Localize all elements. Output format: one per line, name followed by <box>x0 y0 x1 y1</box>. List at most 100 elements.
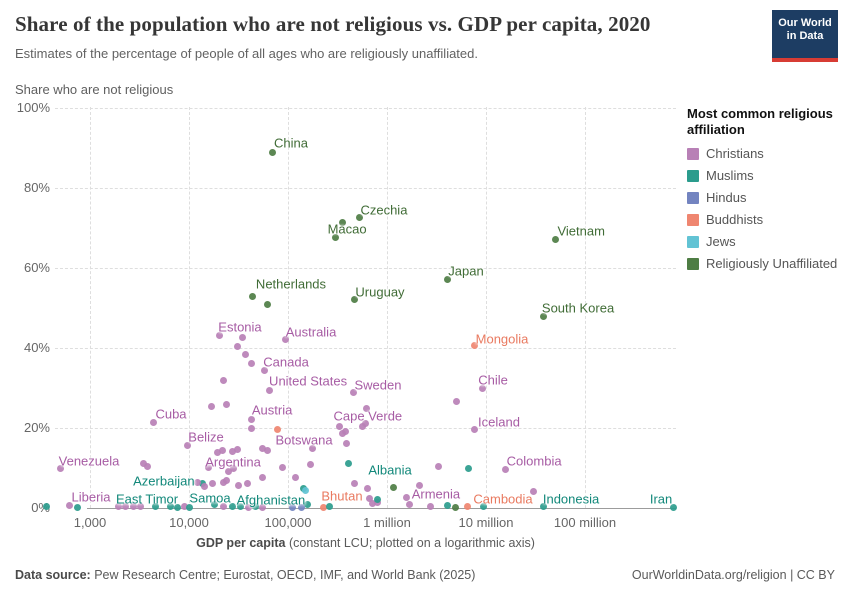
data-point[interactable] <box>207 402 215 410</box>
data-point[interactable] <box>326 502 334 510</box>
data-point[interactable] <box>301 486 309 494</box>
data-point[interactable] <box>208 479 216 487</box>
data-point[interactable] <box>215 332 223 340</box>
legend-item-buddhists[interactable]: Buddhists <box>687 212 845 227</box>
data-point-belize[interactable] <box>184 441 192 449</box>
data-point[interactable] <box>73 503 81 511</box>
data-point-venezuela[interactable] <box>56 464 64 472</box>
data-point-netherlands[interactable] <box>249 292 257 300</box>
data-point[interactable] <box>274 425 282 433</box>
data-point-chile[interactable] <box>478 384 486 392</box>
data-point[interactable] <box>204 463 212 471</box>
data-point[interactable] <box>363 404 371 412</box>
data-point[interactable] <box>181 502 189 510</box>
data-point-czechia[interactable] <box>356 214 364 222</box>
data-point-mongolia[interactable] <box>470 342 478 350</box>
data-point-colombia[interactable] <box>501 465 509 473</box>
data-point[interactable] <box>258 473 266 481</box>
data-point[interactable] <box>289 503 297 511</box>
data-point[interactable] <box>218 446 226 454</box>
data-point-bhutan[interactable] <box>320 503 328 511</box>
data-point[interactable] <box>233 342 241 350</box>
data-point[interactable] <box>228 502 236 510</box>
data-point[interactable] <box>339 429 347 437</box>
data-point[interactable] <box>374 495 382 503</box>
data-point[interactable] <box>219 478 227 486</box>
data-point[interactable] <box>42 502 50 510</box>
data-point[interactable] <box>251 502 259 510</box>
data-point[interactable] <box>351 479 359 487</box>
legend-item-unaffiliated[interactable]: Religiously Unaffiliated <box>687 256 845 271</box>
data-point[interactable] <box>122 503 130 511</box>
data-point-east-timor[interactable] <box>151 502 159 510</box>
data-point-australia[interactable] <box>281 336 289 344</box>
credit-link[interactable]: OurWorldinData.org/religion | CC BY <box>631 568 835 582</box>
data-point[interactable] <box>389 483 397 491</box>
data-point-albania[interactable] <box>344 459 352 467</box>
data-point[interactable] <box>298 503 306 511</box>
data-point[interactable] <box>247 424 255 432</box>
data-point[interactable] <box>228 447 236 455</box>
legend-item-hindus[interactable]: Hindus <box>687 190 845 205</box>
data-point[interactable] <box>243 479 251 487</box>
data-point-indonesia[interactable] <box>539 503 547 511</box>
data-point-armenia[interactable] <box>403 493 411 501</box>
data-point[interactable] <box>258 444 266 452</box>
data-point[interactable] <box>219 502 227 510</box>
data-point[interactable] <box>223 476 231 484</box>
data-point[interactable] <box>143 462 151 470</box>
data-point-macao[interactable] <box>331 234 339 242</box>
data-point-austria[interactable] <box>247 415 255 423</box>
data-point[interactable] <box>233 445 241 453</box>
data-point[interactable] <box>222 400 230 408</box>
data-point[interactable] <box>234 481 242 489</box>
data-point[interactable] <box>241 350 249 358</box>
data-point-samoa[interactable] <box>210 501 218 509</box>
data-point-united-states[interactable] <box>265 386 273 394</box>
data-point[interactable] <box>369 499 377 507</box>
data-point[interactable] <box>339 219 347 227</box>
legend-item-muslims[interactable]: Muslims <box>687 168 845 183</box>
data-point[interactable] <box>361 419 369 427</box>
data-point[interactable] <box>291 473 299 481</box>
data-point-botswana[interactable] <box>308 444 316 452</box>
legend-item-jews[interactable]: Jews <box>687 234 845 249</box>
data-point[interactable] <box>443 501 451 509</box>
data-point[interactable] <box>479 503 487 511</box>
data-point-south-korea[interactable] <box>539 312 547 320</box>
data-point[interactable] <box>186 503 194 511</box>
data-point[interactable] <box>244 503 252 511</box>
data-point[interactable] <box>136 502 144 510</box>
data-point[interactable] <box>426 503 434 511</box>
data-point[interactable] <box>366 494 374 502</box>
data-point[interactable] <box>364 484 372 492</box>
data-point[interactable] <box>307 460 315 468</box>
data-point[interactable] <box>335 422 343 430</box>
data-point-sweden[interactable] <box>350 388 358 396</box>
data-point[interactable] <box>258 503 266 511</box>
data-point[interactable] <box>236 503 244 511</box>
data-point-uruguay[interactable] <box>351 296 359 304</box>
data-point[interactable] <box>452 397 460 405</box>
data-point-cambodia[interactable] <box>463 503 471 511</box>
data-point[interactable] <box>219 376 227 384</box>
data-point[interactable] <box>213 448 221 456</box>
data-point[interactable] <box>416 481 424 489</box>
data-point[interactable] <box>114 503 122 511</box>
data-point[interactable] <box>174 503 182 511</box>
data-point[interactable] <box>278 463 286 471</box>
data-point[interactable] <box>130 502 138 510</box>
data-point-estonia[interactable] <box>239 334 247 342</box>
data-point-cuba[interactable] <box>150 418 158 426</box>
data-point[interactable] <box>247 359 255 367</box>
data-point[interactable] <box>406 500 414 508</box>
data-point[interactable] <box>263 446 271 454</box>
data-point-china[interactable] <box>269 148 277 156</box>
data-point-vietnam[interactable] <box>551 236 559 244</box>
data-point-canada[interactable] <box>260 366 268 374</box>
data-point-liberia[interactable] <box>65 501 73 509</box>
data-point-iran[interactable] <box>669 504 677 512</box>
data-point-afghanistan[interactable] <box>304 501 312 509</box>
data-point[interactable] <box>342 427 350 435</box>
data-point[interactable] <box>193 478 201 486</box>
